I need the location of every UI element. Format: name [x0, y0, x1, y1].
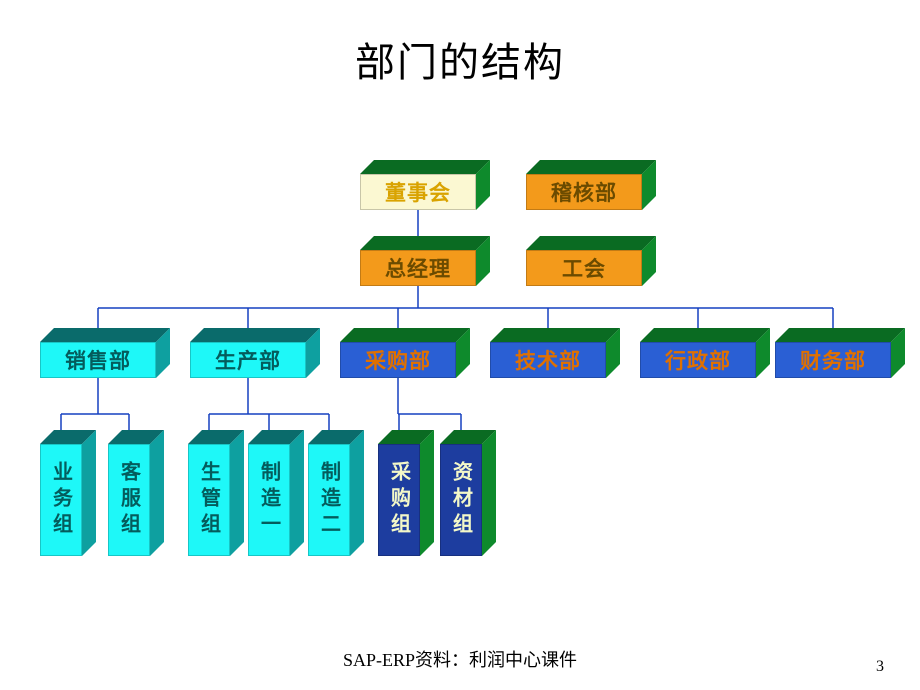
box-face: 行政部 — [640, 342, 756, 378]
node-label: 业务组 — [47, 461, 76, 539]
node-label: 技术部 — [515, 345, 581, 375]
node-label: 财务部 — [800, 345, 866, 375]
box-top — [340, 328, 470, 342]
node-label: 采购组 — [385, 461, 414, 539]
node-label: 总经理 — [385, 253, 451, 283]
box-face: 工会 — [526, 250, 642, 286]
box-top — [490, 328, 620, 342]
page-number: 3 — [876, 658, 884, 676]
node-label: 生管组 — [195, 461, 224, 539]
box-face: 采购组 — [378, 444, 420, 556]
box-face: 生管组 — [188, 444, 230, 556]
box-side — [420, 430, 434, 556]
node-label: 制造二 — [315, 461, 344, 539]
box-side — [290, 430, 304, 556]
node-label: 客服组 — [115, 461, 144, 539]
box-face: 财务部 — [775, 342, 891, 378]
box-face: 制造一 — [248, 444, 290, 556]
node-label: 采购部 — [365, 345, 431, 375]
box-face: 技术部 — [490, 342, 606, 378]
box-top — [640, 328, 770, 342]
node-label: 董事会 — [385, 177, 451, 207]
node-label: 生产部 — [215, 345, 281, 375]
box-face: 客服组 — [108, 444, 150, 556]
box-face: 稽核部 — [526, 174, 642, 210]
footer-text: SAP-ERP资料：利润中心课件 — [0, 646, 920, 672]
node-label: 稽核部 — [551, 177, 617, 207]
box-face: 销售部 — [40, 342, 156, 378]
box-top — [190, 328, 320, 342]
box-top — [40, 328, 170, 342]
box-top — [526, 236, 656, 250]
box-top — [360, 160, 490, 174]
box-face: 资材组 — [440, 444, 482, 556]
box-face: 采购部 — [340, 342, 456, 378]
box-side — [482, 430, 496, 556]
org-chart-canvas: 董事会 稽核部总经理 工会销售部 生产部 采购部 技术部 行政部 财务部业务组 客服组 生管组 制造… — [0, 0, 920, 690]
box-top — [775, 328, 905, 342]
box-face: 总经理 — [360, 250, 476, 286]
box-side — [230, 430, 244, 556]
box-face: 董事会 — [360, 174, 476, 210]
box-face: 制造二 — [308, 444, 350, 556]
node-label: 资材组 — [447, 461, 476, 539]
box-top — [526, 160, 656, 174]
node-label: 制造一 — [255, 461, 284, 539]
box-side — [82, 430, 96, 556]
box-top — [360, 236, 490, 250]
box-face: 生产部 — [190, 342, 306, 378]
node-label: 销售部 — [65, 345, 131, 375]
node-label: 工会 — [562, 253, 606, 283]
box-side — [150, 430, 164, 556]
node-label: 行政部 — [665, 345, 731, 375]
box-face: 业务组 — [40, 444, 82, 556]
box-side — [350, 430, 364, 556]
